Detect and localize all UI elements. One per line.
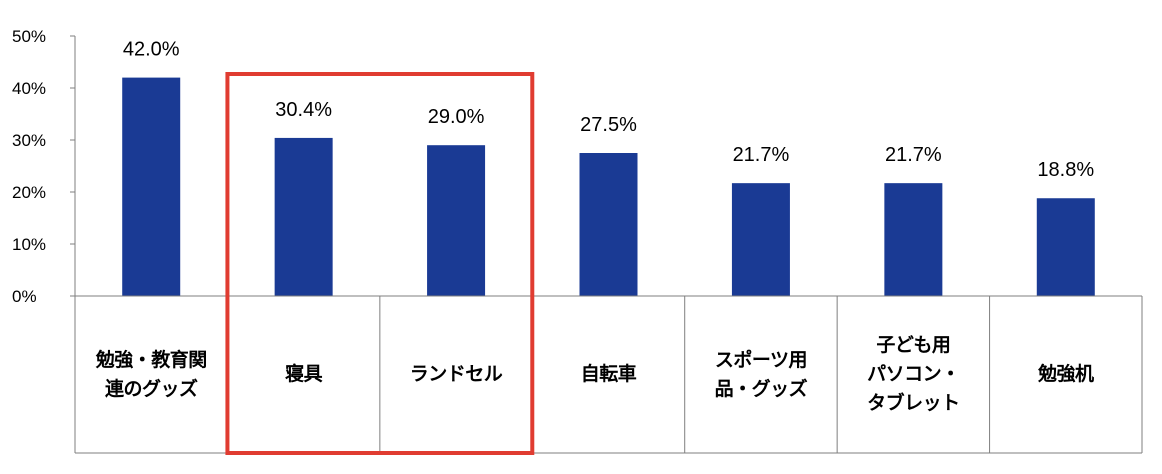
data-label: 42.0%	[123, 39, 180, 61]
bar	[731, 183, 790, 296]
data-labels: 42.0% 30.4% 29.0% 27.5% 21.7% 21.7% 18.8%	[123, 39, 1094, 182]
data-label: 27.5%	[580, 114, 637, 136]
data-label: 21.7%	[885, 144, 942, 166]
bar	[427, 145, 486, 296]
y-tick-label: 10%	[12, 235, 46, 254]
y-tick-label: 50%	[12, 27, 46, 46]
y-tick-label: 30%	[12, 131, 46, 150]
y-tick-label: 20%	[12, 183, 46, 202]
data-label: 21.7%	[733, 144, 790, 166]
bar	[884, 183, 943, 296]
category-label: 勉強・教育関 連のグッズ	[95, 348, 208, 400]
y-tick-label: 0%	[12, 287, 37, 306]
category-label: 子ども用 パソコン・ タブレット	[867, 334, 960, 414]
y-tick-label: 40%	[12, 79, 46, 98]
category-label: 自転車	[580, 363, 637, 385]
bar	[274, 137, 333, 296]
category-label: 寝具	[285, 363, 323, 385]
data-label: 18.8%	[1037, 159, 1094, 181]
data-label: 30.4%	[275, 99, 332, 121]
bars	[122, 77, 1095, 296]
category-table	[74, 72, 1143, 455]
category-label: スポーツ用 品・グッズ	[714, 348, 808, 400]
bar	[122, 77, 181, 296]
data-label: 29.0%	[428, 106, 485, 128]
category-label: ランドセル	[409, 363, 503, 385]
category-label: 勉強机	[1038, 363, 1094, 385]
y-axis: 50% 40% 30% 20% 10% 0%	[12, 27, 76, 306]
bar	[1036, 198, 1095, 296]
bar	[579, 153, 638, 296]
highlight-box	[225, 72, 535, 455]
